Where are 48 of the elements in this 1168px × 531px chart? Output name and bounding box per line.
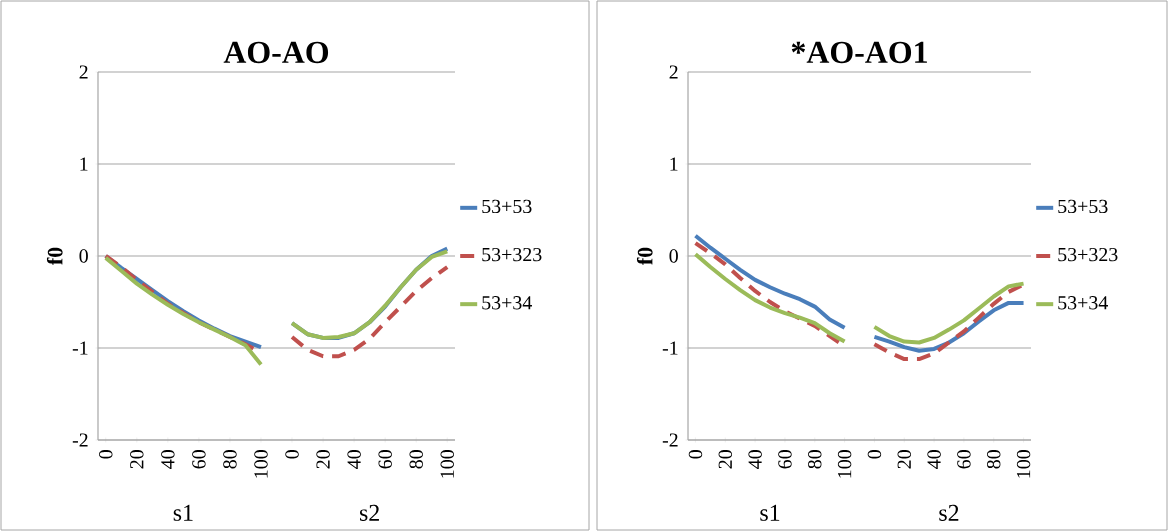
y-tick-label: 0: [669, 249, 678, 263]
x-tick-label: 40: [927, 450, 941, 469]
legend-label: 53+323: [1058, 247, 1118, 262]
x-tick-label: 100: [837, 450, 852, 478]
y-tick-label: -1: [662, 341, 678, 355]
x-tick-label: 100: [1016, 450, 1031, 478]
text: s2: [359, 504, 379, 521]
x-tick-label: 80: [409, 450, 423, 469]
y-tick-label: 1: [80, 157, 88, 171]
x-tick-label: 0: [867, 450, 882, 459]
y-tick-label: 2: [669, 65, 678, 79]
x-tick-label: 20: [897, 450, 911, 469]
chart-title: AO-AO: [223, 41, 329, 64]
x-tick-label: 0: [688, 450, 703, 459]
x-tick-label: 80: [987, 450, 1001, 469]
x-tick-label: 60: [957, 450, 971, 469]
legend-label: 53+34: [482, 296, 532, 310]
legend-label: 53+323: [482, 247, 542, 262]
x-tick-label: 60: [192, 450, 206, 469]
x-tick-label: 40: [748, 450, 762, 469]
y-tick-label: -1: [72, 341, 88, 355]
y-tick-label: -2: [72, 433, 88, 447]
x-tick-label: 20: [316, 450, 330, 469]
x-tick-label: 60: [378, 450, 392, 469]
x-tick-label: 0: [285, 450, 299, 459]
text: s2: [939, 504, 959, 521]
y-tick-label: 1: [670, 157, 678, 171]
y-axis-title: f0: [46, 247, 63, 265]
text: s1: [760, 504, 780, 521]
legend-label: 53+53: [1058, 199, 1108, 214]
x-tick-label: 40: [347, 450, 361, 469]
x-tick-label: 100: [440, 450, 454, 478]
legend-label: 53+53: [482, 199, 532, 214]
x-tick-label: 0: [99, 450, 113, 459]
chart-title: *AO-AO1: [791, 41, 927, 64]
x-tick-label: 20: [130, 450, 144, 469]
x-tick-label: 60: [778, 450, 792, 469]
y-tick-label: 2: [79, 65, 88, 79]
text: s1: [173, 504, 193, 521]
y-tick-label: 0: [79, 249, 88, 263]
x-tick-label: 80: [223, 450, 237, 469]
y-axis-title: f0: [636, 247, 653, 265]
y-tick-label: -2: [662, 433, 678, 447]
x-tick-label: 20: [718, 450, 733, 469]
x-tick-label: 40: [161, 450, 175, 469]
x-tick-label: 100: [254, 450, 268, 478]
x-tick-label: 80: [808, 450, 822, 469]
legend-label: 53+34: [1058, 296, 1108, 310]
